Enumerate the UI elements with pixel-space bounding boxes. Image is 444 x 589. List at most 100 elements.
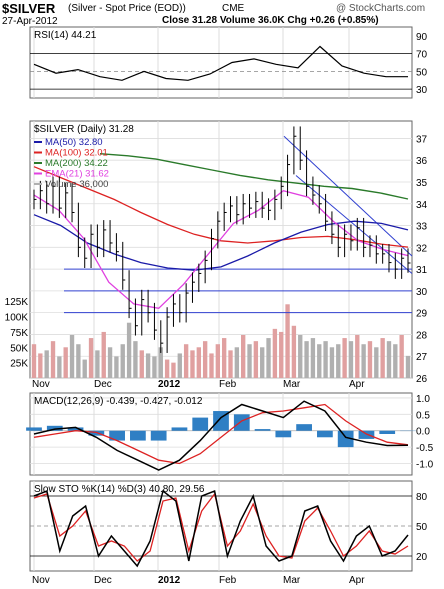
chart-description: (Silver - Spot Price (EOD)) — [68, 3, 186, 14]
x-axis-label: Mar — [283, 379, 301, 390]
volume-bar — [221, 338, 227, 378]
volume-bar — [342, 338, 347, 378]
exchange-label: CME — [222, 3, 245, 14]
volume-tick-label: 100K — [5, 313, 29, 324]
x-axis-label: Dec — [94, 379, 112, 390]
volume-bar — [101, 331, 106, 378]
chart-date: 27-Apr-2012 — [2, 16, 58, 27]
macd-histogram-bar — [379, 430, 396, 434]
macd-signal-line — [33, 403, 409, 465]
x-axis-label: 2012 — [158, 379, 181, 390]
volume-bar — [69, 335, 75, 378]
volume-bar — [190, 350, 195, 378]
volume-tick-label: 75K — [10, 328, 28, 339]
ema21-line — [33, 189, 409, 309]
price-tick-label: 37 — [416, 134, 428, 145]
volume-bar — [234, 347, 240, 378]
volume-bar — [279, 331, 284, 378]
x-axis-label-bottom: 2012 — [158, 575, 181, 586]
volume-bar — [241, 335, 246, 378]
volume-tick-label: 25K — [10, 359, 28, 370]
volume-bar — [50, 341, 56, 378]
volume-bar — [76, 344, 81, 378]
macd-histogram-bar — [109, 430, 125, 441]
macd-histogram-bar — [171, 427, 188, 431]
price-tick-label: 28 — [416, 330, 428, 341]
quote-summary: Close 31.28 Volume 36.0K Chg +0.26 (+0.8… — [162, 15, 379, 26]
volume-bar — [393, 344, 398, 378]
rsi-tick-label: 70 — [416, 50, 428, 61]
ma50-line — [33, 214, 409, 271]
rsi-title: RSI(14) 44.21 — [34, 30, 97, 41]
volume-bar — [380, 338, 385, 378]
price-tick-label: 26 — [416, 374, 428, 385]
sto-tick-label: 80 — [416, 492, 428, 503]
sto-tick-label: 50 — [416, 522, 428, 533]
price-tick-label: 31 — [416, 265, 428, 276]
volume-bar — [209, 353, 214, 378]
volume-bar — [260, 347, 265, 378]
x-axis-label-bottom: Nov — [32, 575, 50, 586]
price-tick-label: 35 — [416, 178, 428, 189]
price-tick-label: 36 — [416, 156, 428, 167]
macd-histogram-bar — [46, 425, 63, 431]
macd-tick-label: 1.0 — [416, 394, 430, 405]
volume-bar — [285, 304, 290, 378]
volume-bar — [317, 344, 322, 378]
volume-bar — [183, 344, 189, 378]
x-axis-label: Nov — [32, 379, 50, 390]
volume-bar — [164, 359, 170, 378]
volume-bar — [247, 344, 252, 378]
volume-bar — [133, 341, 138, 378]
rsi-tick-label: 90 — [416, 32, 428, 43]
macd-histogram-bar — [275, 430, 292, 438]
macd-line — [33, 400, 409, 471]
volume-bar — [386, 341, 392, 378]
volume-bar — [202, 341, 208, 378]
sto-tick-label: 20 — [416, 552, 428, 563]
volume-bar — [95, 350, 100, 378]
x-axis-label-bottom: Dec — [94, 575, 112, 586]
chart-symbol: $SILVER — [2, 1, 56, 16]
x-axis-label: Feb — [219, 379, 237, 390]
volume-bar — [63, 347, 68, 378]
legend-item: MA(100) 32.01 — [45, 148, 108, 159]
volume-bar — [323, 341, 328, 378]
ma100-line — [33, 166, 409, 248]
volume-bar — [336, 344, 341, 378]
price-tick-label: 33 — [416, 222, 428, 233]
volume-bar — [177, 353, 182, 378]
volume-bar — [31, 344, 37, 378]
volume-tick-label: 50K — [10, 343, 28, 354]
volume-bar — [120, 344, 125, 378]
macd-tick-label: -1.0 — [416, 460, 434, 471]
volume-bar — [310, 338, 316, 378]
volume-bar — [298, 335, 303, 378]
volume-bar — [355, 335, 360, 378]
volume-bar — [272, 328, 278, 378]
volume-tick-label: 125K — [5, 297, 29, 308]
macd-histogram-bar — [317, 430, 333, 438]
x-axis-label: Apr — [349, 379, 365, 390]
volume-bar — [107, 347, 113, 378]
volume-bar — [367, 341, 373, 378]
macd-histogram-bar — [233, 414, 250, 431]
volume-bar — [291, 325, 297, 378]
macd-histogram-bar — [88, 430, 105, 436]
macd-histogram-bar — [130, 430, 146, 441]
stockcharts-watermark: @ StockCharts.com — [336, 3, 426, 14]
volume-bar — [171, 362, 176, 378]
volume-bar — [348, 341, 354, 378]
volume-bar — [158, 347, 163, 378]
volume-bar — [196, 347, 201, 378]
legend-item: MA(50) 32.80 — [45, 137, 103, 148]
volume-bar — [329, 347, 335, 378]
volume-bar — [57, 356, 62, 378]
macd-histogram-bar — [337, 430, 354, 448]
price-tick-label: 34 — [416, 200, 428, 211]
rsi-line — [33, 45, 408, 81]
volume-bar — [399, 335, 404, 378]
macd-tick-label: 0.0 — [416, 427, 430, 438]
sto-title: Slow STO %K(14) %D(3) 40.80, 29.56 — [34, 484, 205, 495]
